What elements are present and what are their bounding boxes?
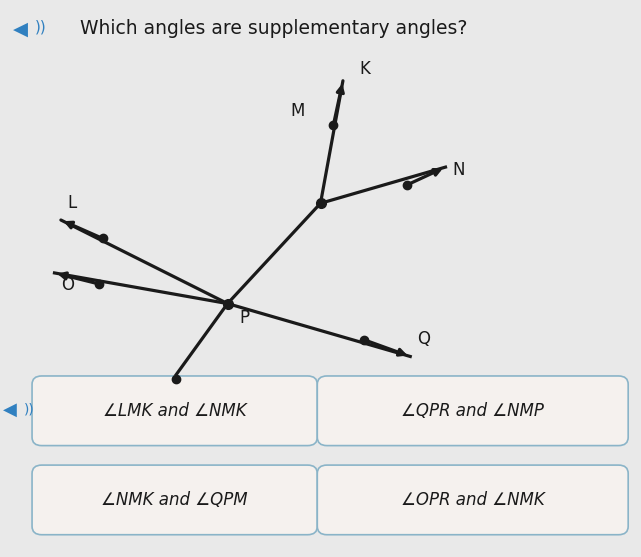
- Text: R: R: [138, 432, 149, 449]
- FancyBboxPatch shape: [32, 376, 317, 446]
- Text: )): )): [35, 19, 47, 35]
- Text: ◀: ◀: [3, 400, 17, 418]
- Text: M: M: [290, 102, 304, 120]
- FancyBboxPatch shape: [317, 465, 628, 535]
- Text: P: P: [239, 309, 249, 327]
- FancyBboxPatch shape: [317, 376, 628, 446]
- Text: L: L: [67, 194, 76, 212]
- Text: Which angles are supplementary angles?: Which angles are supplementary angles?: [80, 19, 467, 38]
- Text: ◀: ◀: [13, 19, 28, 38]
- Text: K: K: [359, 60, 370, 78]
- Text: ∠OPR and ∠NMK: ∠OPR and ∠NMK: [401, 491, 545, 509]
- Text: ∠NMK and ∠QPM: ∠NMK and ∠QPM: [101, 491, 248, 509]
- Text: N: N: [452, 161, 465, 179]
- Text: O: O: [61, 276, 74, 294]
- Text: )): )): [24, 402, 35, 417]
- FancyBboxPatch shape: [32, 465, 317, 535]
- Text: ∠QPR and ∠NMP: ∠QPR and ∠NMP: [401, 402, 544, 420]
- Text: ∠LMK and ∠NMK: ∠LMK and ∠NMK: [103, 402, 247, 420]
- Text: Q: Q: [417, 330, 429, 348]
